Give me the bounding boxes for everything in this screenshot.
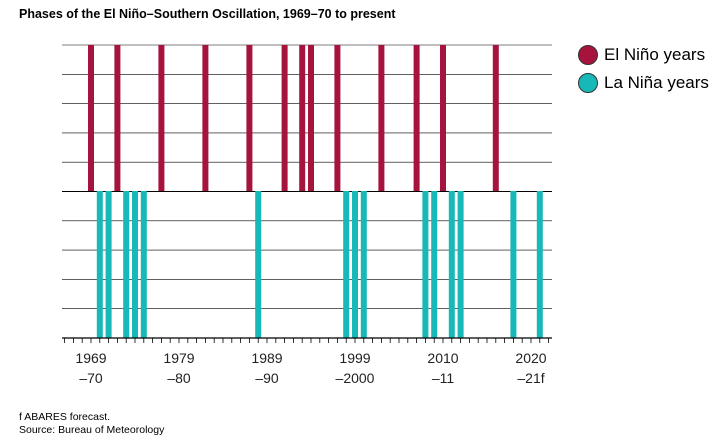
la-nina-bar-1999 — [352, 191, 358, 338]
la-nina-bar-1974 — [132, 191, 138, 338]
x-tick-label-4-line2: –11 — [432, 370, 455, 386]
la-nina-bar-1998 — [343, 191, 350, 338]
legend: El Niño years La Niña years — [578, 42, 709, 98]
x-axis — [62, 337, 552, 343]
x-tick-label-2-line1: 1989 — [251, 350, 282, 366]
la-nina-bar-1988 — [255, 191, 262, 338]
la-nina-bar-1975 — [140, 191, 147, 338]
el-nino-bar-1987 — [246, 45, 253, 191]
el-nino-bar-2006 — [413, 45, 420, 191]
x-tick-label-1-line2: –80 — [167, 370, 191, 386]
la-nina-bar-2020 — [536, 191, 543, 338]
legend-item-la-nina: La Niña years — [578, 70, 709, 96]
la-nina-bar-2010 — [448, 191, 455, 338]
la-nina-bar-2011 — [457, 191, 464, 338]
el-nino-bar-1997 — [334, 45, 341, 191]
x-tick-label-2-line2: –90 — [255, 370, 279, 386]
forecast-footnote: f ABARES forecast. — [19, 411, 111, 423]
el-nino-bar-2015 — [492, 45, 499, 191]
el-nino-bar-1991 — [281, 45, 288, 191]
el-nino-bar-2002 — [378, 45, 385, 191]
el-nino-bar-1994 — [308, 45, 314, 191]
x-tick-label-5-line1: 2020 — [515, 350, 546, 366]
x-tick-label-5-line2: –21f — [517, 370, 544, 386]
la-nina-bar-2017 — [510, 191, 517, 338]
la-nina-bar-2007 — [422, 191, 429, 338]
x-tick-label-1-line1: 1979 — [163, 350, 194, 366]
bars — [88, 45, 543, 338]
x-tick-label-3-line2: –2000 — [336, 370, 375, 386]
legend-label-la-nina: La Niña years — [604, 73, 709, 92]
x-tick-label-3-line1: 1999 — [339, 350, 370, 366]
x-tick-label-4-line1: 2010 — [427, 350, 458, 366]
la-nina-bar-1970 — [96, 191, 103, 338]
la-nina-bar-1973 — [123, 191, 130, 338]
la-nina-bar-1971 — [105, 191, 112, 338]
el-nino-bar-1993 — [299, 45, 306, 191]
chart-title: Phases of the El Niño–Southern Oscillati… — [19, 7, 396, 21]
el-nino-swatch — [578, 45, 598, 65]
legend-label-el-nino: El Niño years — [604, 45, 706, 64]
source-footnote: Source: Bureau of Meteorology — [19, 424, 165, 436]
el-nino-bar-2009 — [440, 45, 446, 191]
x-tick-labels: 1969 –70 1979 –80 1989 –90 1999 –2000 2010 –11 202… — [75, 350, 546, 386]
el-nino-bar-1982 — [202, 45, 209, 191]
legend-item-el-nino: El Niño years — [578, 42, 709, 68]
el-nino-bar-1977 — [158, 45, 165, 191]
x-tick-label-0-line1: 1969 — [75, 350, 106, 366]
la-nina-swatch — [578, 73, 598, 93]
el-nino-bar-1969 — [88, 45, 94, 191]
x-tick-label-0-line2: –70 — [79, 370, 103, 386]
la-nina-bar-2008 — [431, 191, 438, 338]
el-nino-bar-1972 — [114, 45, 121, 191]
la-nina-bar-2000 — [360, 191, 367, 338]
